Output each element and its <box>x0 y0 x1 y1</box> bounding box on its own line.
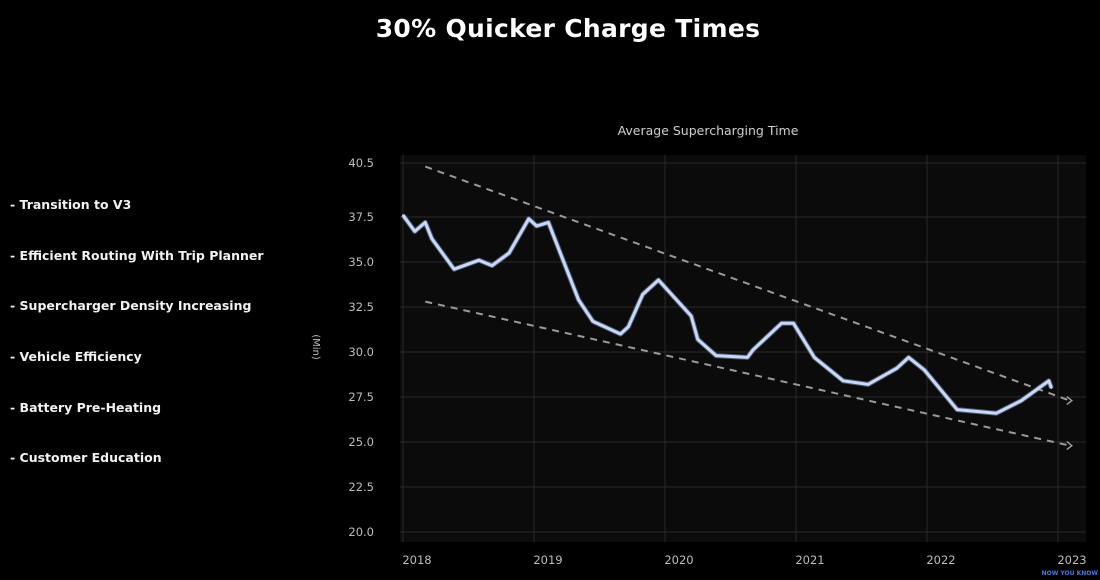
plot-area <box>400 155 1086 542</box>
y-tick-label: 37.5 <box>348 210 374 224</box>
data-point <box>641 293 644 296</box>
data-point <box>508 252 511 254</box>
y-tick-label: 32.5 <box>348 300 374 314</box>
bullet-item: - Battery Pre-Heating <box>10 399 162 415</box>
y-tick-label: 27.5 <box>348 390 374 404</box>
logo: NOW YOU KNOW <box>1042 569 1098 578</box>
data-point <box>792 322 795 325</box>
y-tick-label: 35.0 <box>348 255 374 269</box>
data-point <box>813 356 816 359</box>
lower-trend-line <box>425 300 1071 447</box>
data-point <box>1047 379 1050 382</box>
data-point <box>751 349 754 352</box>
y-axis-label: (Min) <box>310 334 321 360</box>
data-point <box>477 259 480 262</box>
data-point <box>842 379 845 382</box>
data-point <box>715 354 718 357</box>
x-tick-label: 2018 <box>402 553 431 567</box>
data-point <box>923 369 926 371</box>
data-point <box>577 298 580 301</box>
data-point <box>1050 387 1053 389</box>
bullet-item: - Customer Education <box>10 450 162 466</box>
data-point <box>867 383 870 386</box>
data-point <box>657 279 660 281</box>
data-point <box>780 322 783 325</box>
y-tick-label: 20.0 <box>348 525 374 539</box>
x-tick-label: 2021 <box>795 553 824 567</box>
x-tick-label: 2022 <box>926 553 955 567</box>
data-point <box>491 264 494 267</box>
data-point <box>453 268 456 271</box>
series-line <box>401 214 1053 415</box>
data-point <box>619 333 622 335</box>
data-point <box>547 221 550 224</box>
data-point <box>696 338 699 341</box>
data-point <box>591 320 594 323</box>
data-point <box>413 230 416 233</box>
data-point <box>746 356 749 359</box>
data-point <box>535 225 538 227</box>
bullet-list: - Transition to V3 - Efficient Routing W… <box>10 197 264 501</box>
bullet-item: - Efficient Routing With Trip Planner <box>10 247 264 263</box>
data-point <box>557 248 560 251</box>
data-point <box>895 367 898 370</box>
x-tick-label: 2023 <box>1057 553 1086 567</box>
chart-title: Average Supercharging Time <box>618 123 799 138</box>
lower-trend-arrow-icon <box>1066 441 1073 451</box>
y-tick-label: 25.0 <box>348 435 374 449</box>
data-point <box>1020 399 1023 402</box>
upper-trend-arrow-icon <box>1066 396 1073 406</box>
bullet-item: - Supercharger Density Increasing <box>10 298 252 314</box>
y-tick-label: 22.5 <box>348 480 374 494</box>
data-point <box>907 356 910 359</box>
data-point <box>956 408 959 411</box>
data-point <box>995 412 998 415</box>
logo-text: NOW YOU KNOW <box>1041 570 1098 577</box>
bullet-item: - Transition to V3 <box>10 197 132 212</box>
x-tick-label: 2020 <box>664 553 693 567</box>
data-point <box>690 315 693 317</box>
data-point <box>627 325 630 328</box>
slide-title: 30% Quicker Charge Times <box>375 14 761 43</box>
data-point <box>430 237 433 240</box>
upper-trend-line <box>424 165 1071 402</box>
bullet-item: - Vehicle Efficiency <box>10 349 142 365</box>
y-tick-label: 30.0 <box>348 345 374 359</box>
x-tick-label: 2019 <box>533 553 562 567</box>
data-point <box>402 214 404 217</box>
data-point <box>527 217 530 220</box>
y-tick-label: 40.5 <box>348 156 374 170</box>
data-point <box>424 221 427 224</box>
